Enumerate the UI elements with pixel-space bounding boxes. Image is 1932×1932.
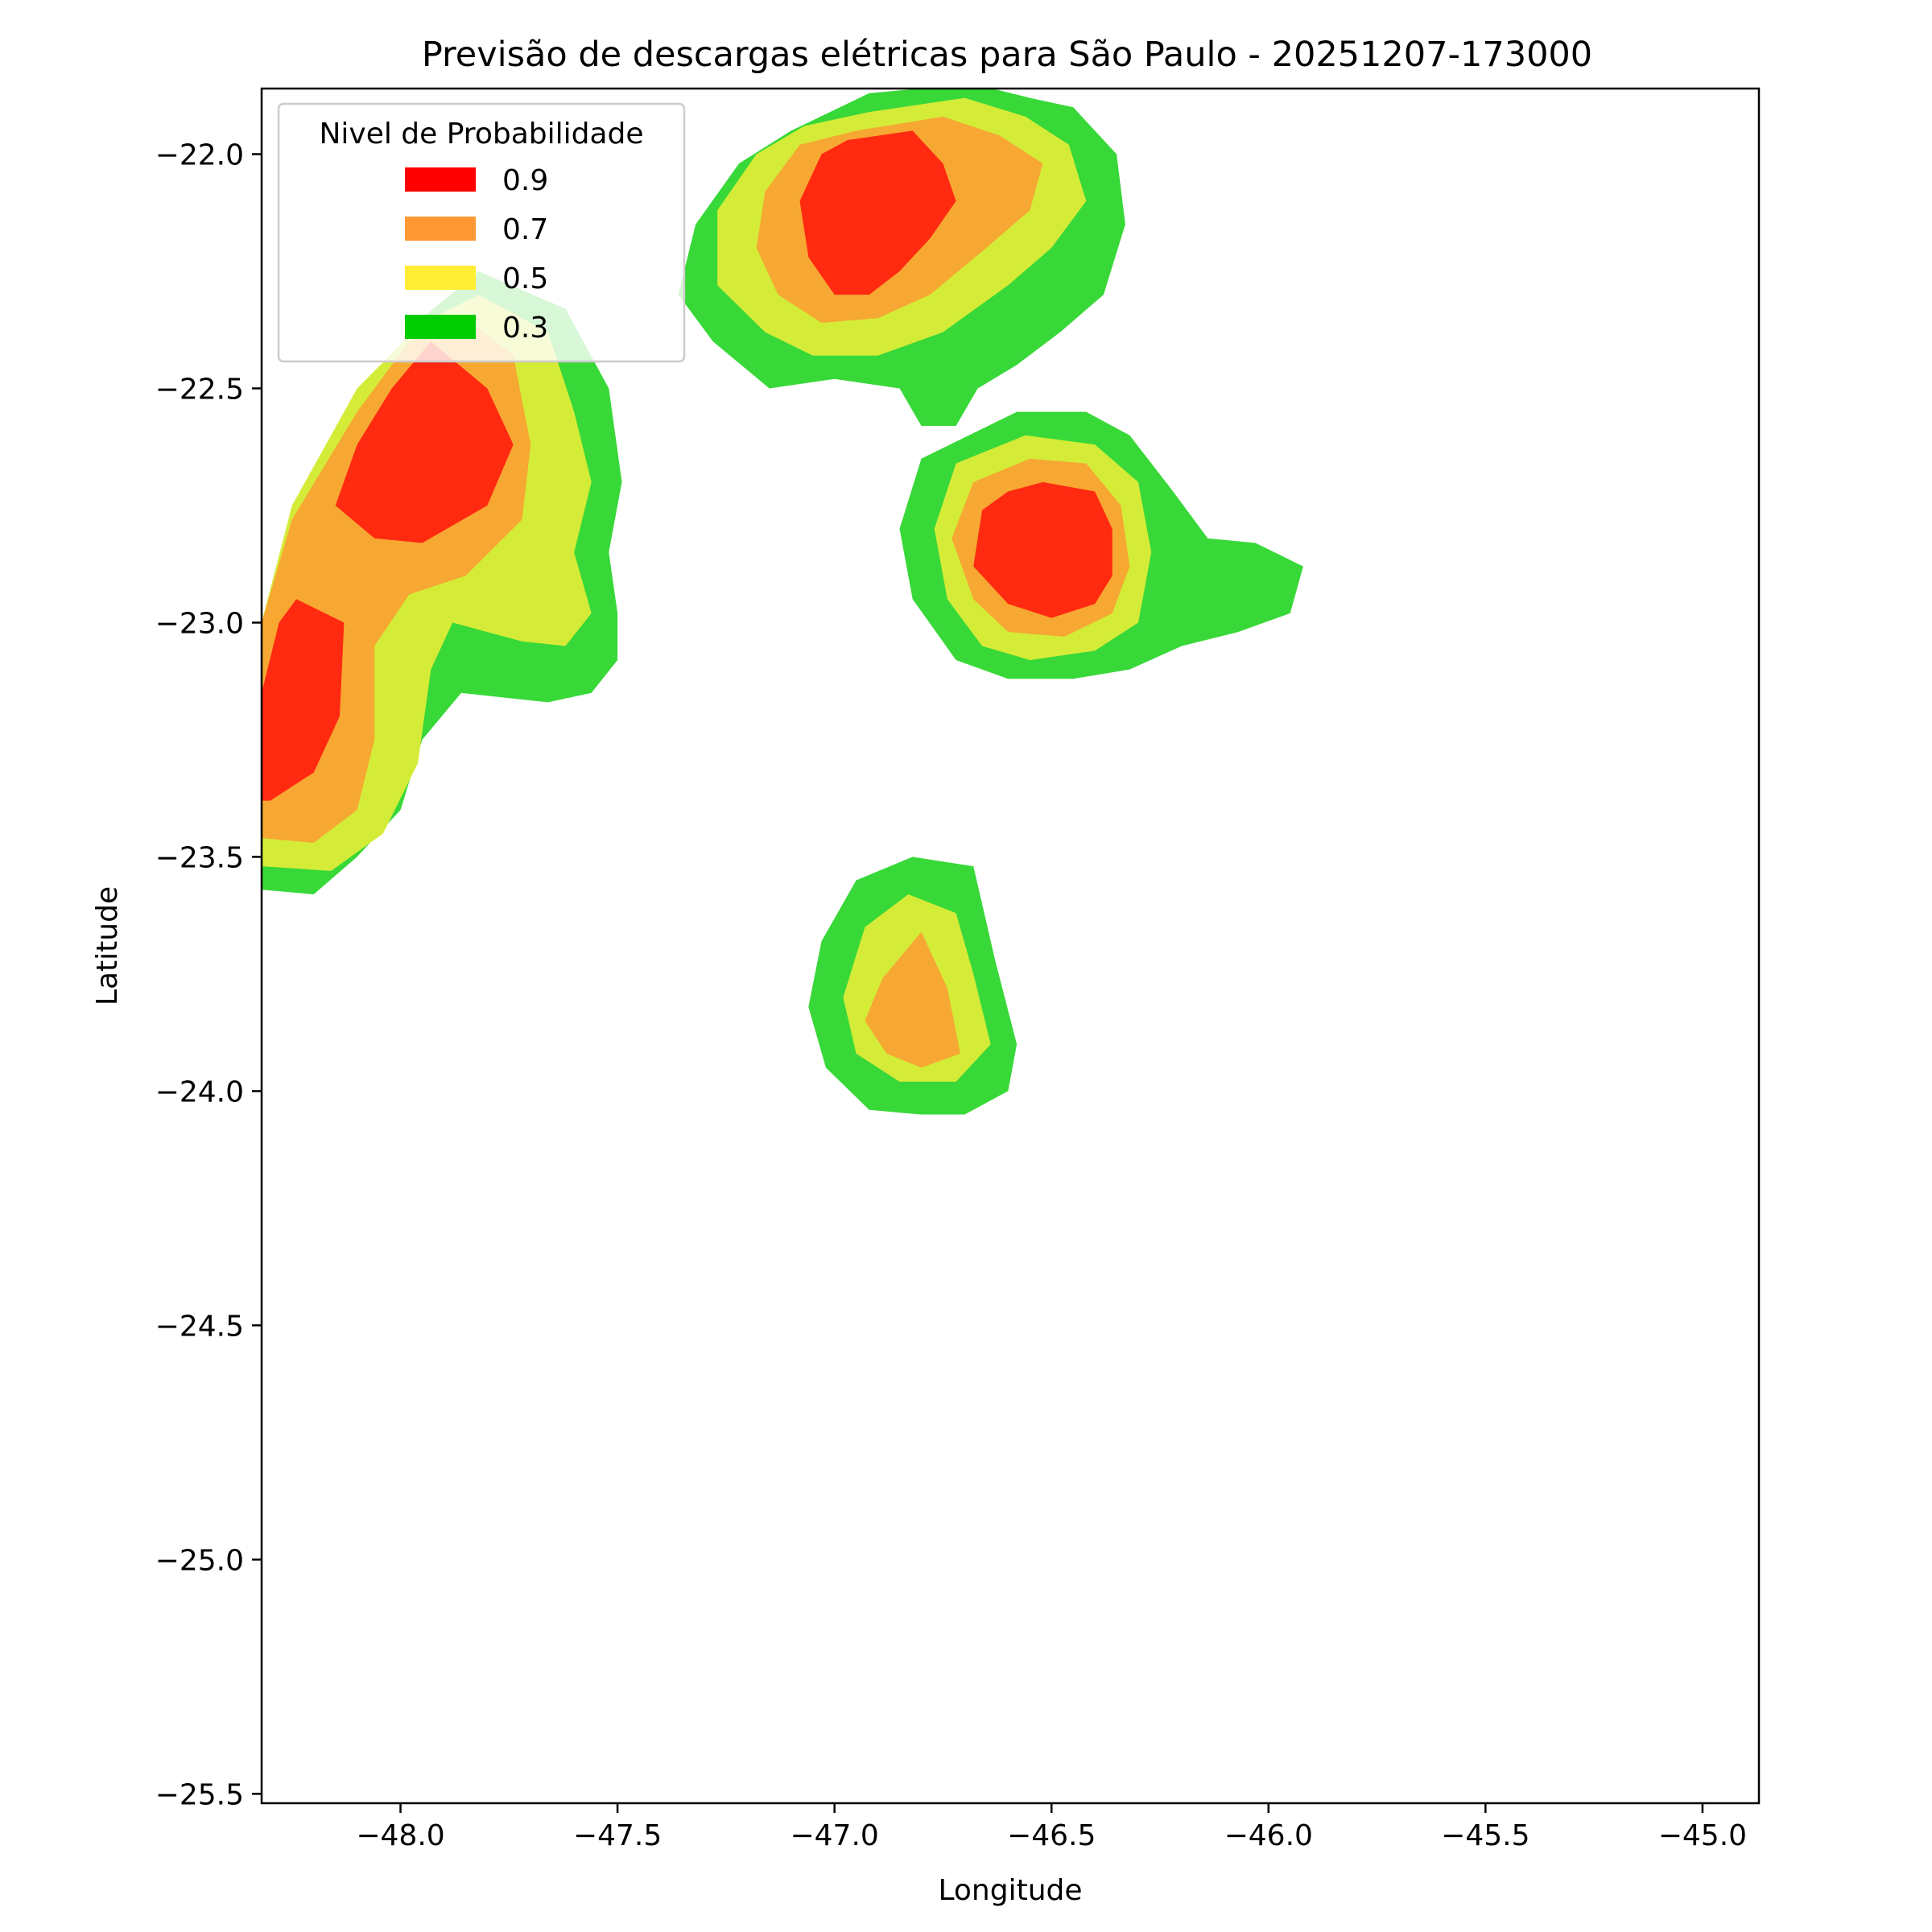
legend-label-05: 0.5 [502, 262, 548, 295]
y-axis: −22.0 −22.5 −23.0 −23.5 −24.0 −24.5 −25.0 −25.5 [155, 138, 262, 1811]
y-tick-label: −24.0 [155, 1075, 244, 1108]
legend-swatch-05 [405, 266, 476, 290]
x-axis: −48.0 −47.5 −47.0 −46.5 −46.0 −45.5 −45.0 [356, 1803, 1747, 1852]
x-axis-label: Longitude [938, 1874, 1082, 1907]
east-cell-level-09-3 [973, 481, 1113, 618]
x-tick-label: −46.5 [1007, 1819, 1096, 1852]
legend-swatch-09 [405, 167, 476, 192]
y-axis-label: Latitude [91, 886, 124, 1005]
x-tick-label: −47.5 [573, 1819, 662, 1852]
y-tick-label: −22.5 [155, 373, 244, 406]
legend: Nivel de Probabilidade 0.9 0.7 0.5 0.3 [277, 102, 686, 363]
x-tick-label: −45.0 [1658, 1819, 1747, 1852]
legend-label-09: 0.9 [502, 164, 548, 197]
x-tick-label: −47.0 [790, 1819, 878, 1852]
y-tick-label: −24.5 [155, 1310, 244, 1343]
south-cell-level-07-2 [865, 931, 960, 1068]
y-tick-label: −25.5 [155, 1778, 244, 1811]
west-cell-level-09-3 [335, 341, 514, 543]
legend-swatch-03 [405, 315, 476, 339]
y-tick-label: −22.0 [155, 138, 244, 171]
x-tick-label: −45.5 [1441, 1819, 1530, 1852]
x-tick-label: −48.0 [356, 1819, 444, 1852]
y-tick-label: −23.0 [155, 607, 244, 640]
west-cell-level-09-4 [262, 599, 345, 801]
north-cell-level-09-3 [799, 130, 956, 295]
legend-swatch-07 [405, 217, 476, 241]
legend-frame [277, 102, 686, 363]
y-tick-label: −25.0 [155, 1544, 244, 1577]
chart-title: Previsão de descargas elétricas para São… [422, 35, 1592, 75]
contour-fills [262, 89, 1303, 1115]
y-tick-label: −23.5 [155, 841, 244, 874]
legend-entries: 0.9 0.7 0.5 0.3 [405, 164, 548, 345]
legend-label-07: 0.7 [502, 213, 548, 246]
legend-label-03: 0.3 [502, 312, 548, 345]
legend-title: Nivel de Probabilidade [319, 118, 643, 151]
plot-frame [260, 87, 1761, 1805]
x-tick-label: −46.0 [1224, 1819, 1313, 1852]
